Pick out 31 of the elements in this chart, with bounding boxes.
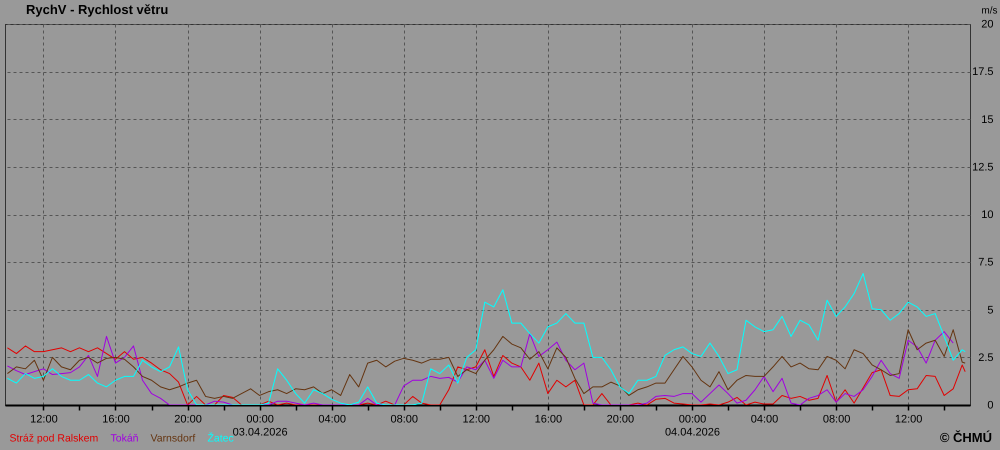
text: Žatec	[208, 431, 234, 444]
x-tick-label: 12:00	[30, 414, 58, 426]
x-tick-label: 04:00	[318, 414, 346, 426]
text: Stráž pod Ralskem	[10, 432, 98, 444]
y-tick-label: 0	[987, 400, 994, 412]
chart-title: RychV - Rychlost větru	[26, 2, 168, 17]
y-tick-label: 7.5	[978, 256, 994, 269]
y-tick-label: 5	[987, 304, 994, 316]
x-tick-label: 00:00 03.04.2026	[232, 414, 288, 438]
x-tick-label: 12:00	[462, 414, 490, 426]
y-axis-title: m/s	[981, 6, 998, 16]
y-tick-label: 10	[981, 209, 994, 221]
y-tick-label: 12.5	[972, 161, 994, 174]
x-tick-label: 20:00	[606, 414, 634, 426]
x-tick-label: 00:00 04.04.2026	[664, 414, 720, 438]
x-tick-label: 08:00	[390, 414, 418, 426]
y-tick-label: 15	[981, 114, 994, 126]
y-tick-label: 2.5	[978, 352, 994, 364]
x-tick-label: 16:00	[102, 414, 130, 426]
y-tick-label: 20	[981, 18, 994, 30]
text: Tokáň	[110, 432, 139, 444]
y-tick-label: 17.5	[972, 66, 994, 78]
x-tick-label: 12:00	[894, 414, 922, 426]
x-tick-label: 04:00	[750, 414, 778, 426]
text: Varnsdorf	[150, 432, 196, 444]
x-tick-label: 20:00	[174, 414, 202, 426]
x-tick-label: 08:00	[822, 414, 850, 426]
x-tick-label: 16:00	[534, 414, 562, 426]
text: © ČHMÚ	[940, 430, 992, 445]
line-series	[6, 345, 966, 405]
line-series	[6, 273, 966, 405]
